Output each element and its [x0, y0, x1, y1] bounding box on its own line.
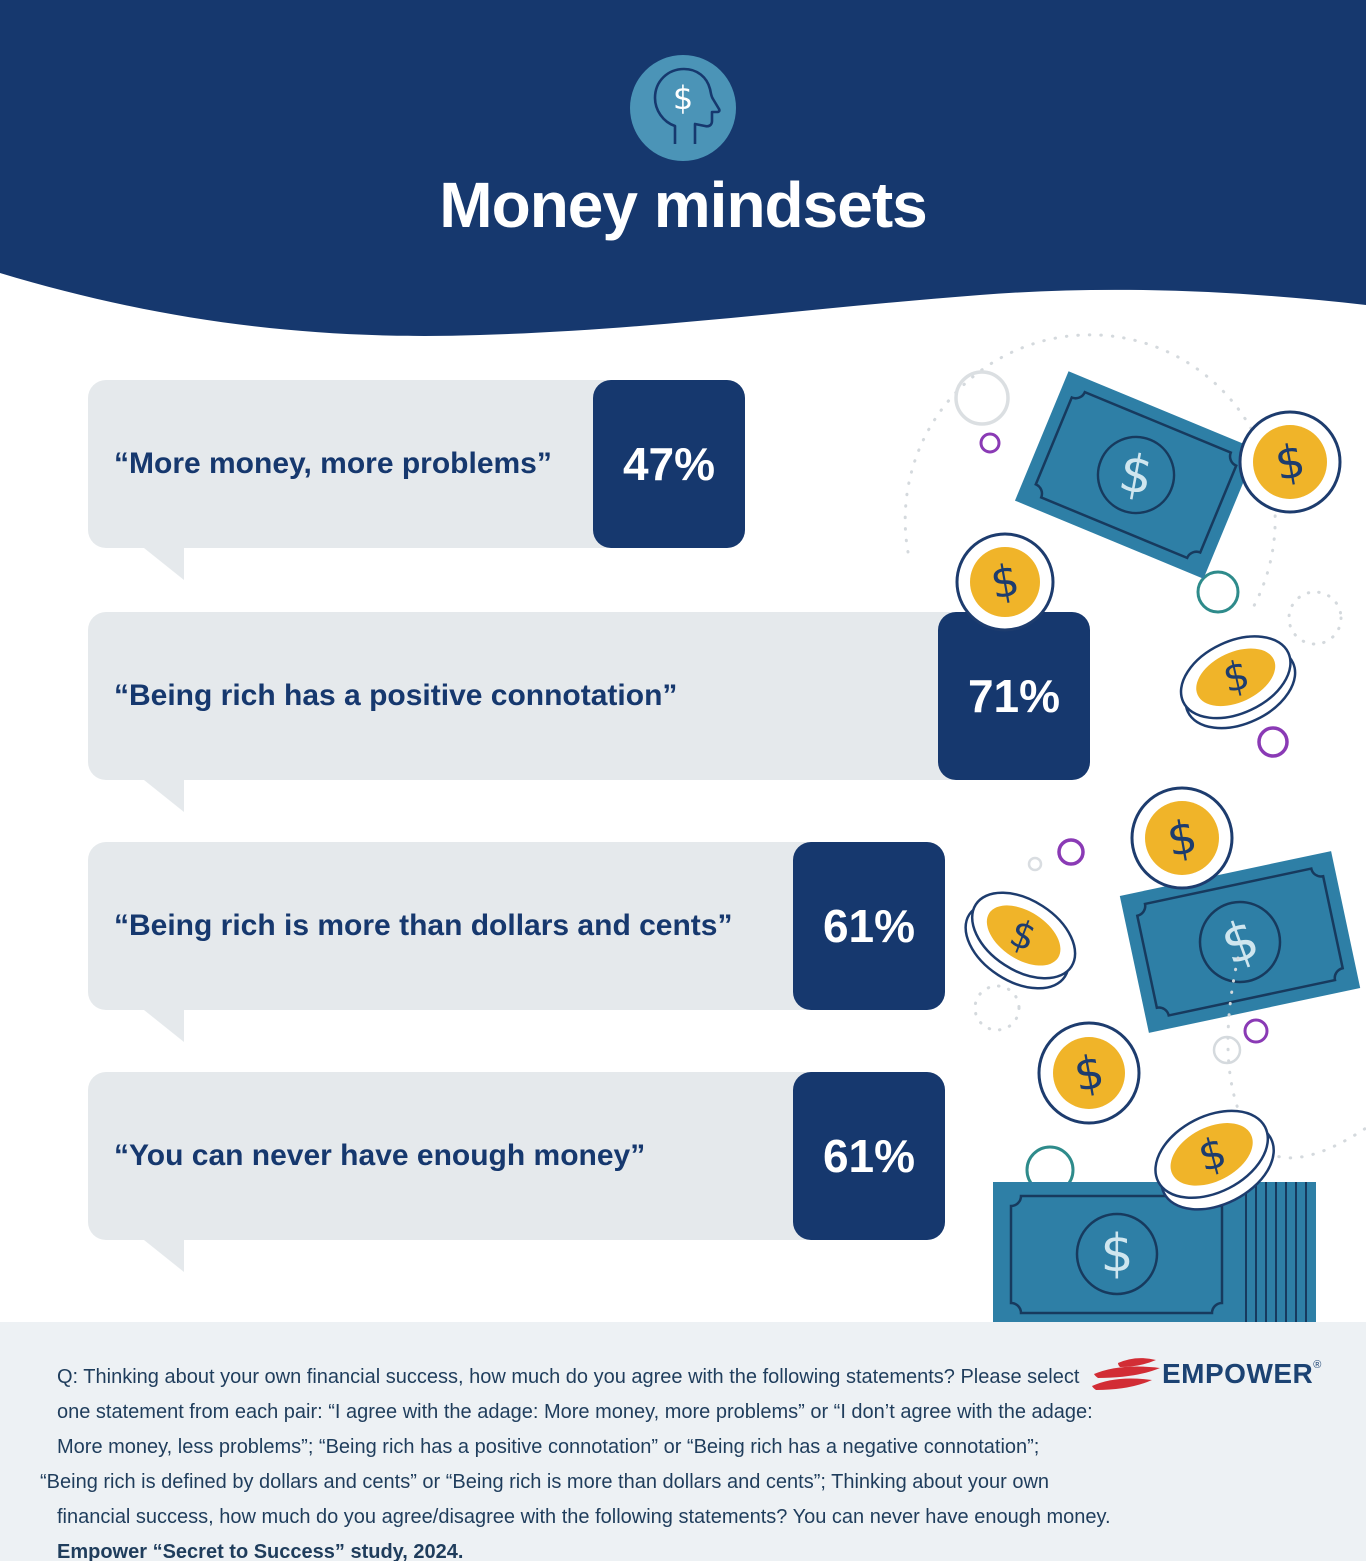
- bar-row-being-rich-positive: “Being rich has a positive connotation” …: [88, 612, 1090, 812]
- empower-logo: EMPOWER ®: [1088, 1354, 1321, 1394]
- speech-bubble-tail: [144, 548, 184, 580]
- bar-label: “Being rich is more than dollars and cen…: [114, 909, 733, 942]
- purple-circle: [1057, 838, 1085, 866]
- dotted-circle: [973, 984, 1021, 1032]
- bar-value-badge: 61%: [793, 842, 945, 1010]
- gray-circle: [1027, 856, 1043, 872]
- survey-question-footnote: Q: Thinking about your own financial suc…: [40, 1360, 1111, 1561]
- purple-circle: [979, 432, 1001, 454]
- registered-mark: ®: [1313, 1359, 1322, 1371]
- page-title: Money mindsets: [439, 169, 927, 241]
- money-mindset-head-icon: $: [630, 55, 736, 161]
- bar-row-more-money-more-problems: “More money, more problems” 47%: [88, 380, 745, 580]
- purple-circle: [1243, 1018, 1269, 1044]
- dollar-coin-icon: $: [955, 532, 1055, 632]
- money-decorations: $ $ $: [903, 333, 1366, 1330]
- empower-waves-icon: [1092, 1358, 1160, 1390]
- teal-circle: [1196, 570, 1240, 614]
- bar-label: “Being rich has a positive connotation”: [114, 679, 678, 712]
- dollar-bill-icon: $: [1119, 851, 1361, 1033]
- bar-value-badge: 71%: [938, 612, 1090, 780]
- dollar-coin-icon: $: [1238, 410, 1342, 514]
- purple-circle: [1257, 726, 1289, 758]
- footnote-line: “Being rich is defined by dollars and ce…: [40, 1471, 1050, 1493]
- tilted-dollar-coin-icon: $: [1154, 1109, 1275, 1211]
- footnote-line: one statement from each pair: “I agree w…: [57, 1401, 1093, 1423]
- bar-label: “More money, more problems”: [114, 447, 552, 480]
- footer: Q: Thinking about your own financial suc…: [0, 1322, 1366, 1561]
- bar-row-never-enough-money: “You can never have enough money” 61%: [88, 1072, 945, 1272]
- bar-row-more-than-dollars: “Being rich is more than dollars and cen…: [88, 842, 945, 1042]
- dollar-coin-icon: $: [1037, 1021, 1141, 1125]
- speech-bubble-tail: [144, 1240, 184, 1272]
- gray-circle: [954, 370, 1010, 426]
- bar-value-badge: 47%: [593, 380, 745, 548]
- header-wave-band: [0, 0, 1366, 336]
- dollar-sign: $: [673, 79, 693, 117]
- dollar-bill-stack-icon: $: [993, 1182, 1316, 1330]
- speech-bubble-tail: [144, 780, 184, 812]
- dollar-coin-icon: $: [1130, 786, 1234, 890]
- footnote-line: financial success, how much do you agree…: [57, 1506, 1111, 1528]
- tilted-dollar-coin-icon: $: [1179, 635, 1297, 730]
- tilted-dollar-coin-icon: $: [964, 891, 1077, 990]
- footnote-line: Q: Thinking about your own financial suc…: [57, 1366, 1080, 1388]
- footnote-line: More money, less problems”; “Being rich …: [57, 1436, 1040, 1458]
- bar-label: “You can never have enough money”: [114, 1139, 646, 1172]
- dotted-circle: [1287, 590, 1343, 646]
- dollar-sign: $: [1100, 1224, 1133, 1284]
- empower-logo-text: EMPOWER: [1162, 1358, 1314, 1389]
- dollar-bill-icon: $: [1014, 371, 1258, 579]
- footnote-source: Empower “Secret to Success” study, 2024.: [57, 1541, 464, 1561]
- bar-value-badge: 61%: [793, 1072, 945, 1240]
- speech-bubble-tail: [144, 1010, 184, 1042]
